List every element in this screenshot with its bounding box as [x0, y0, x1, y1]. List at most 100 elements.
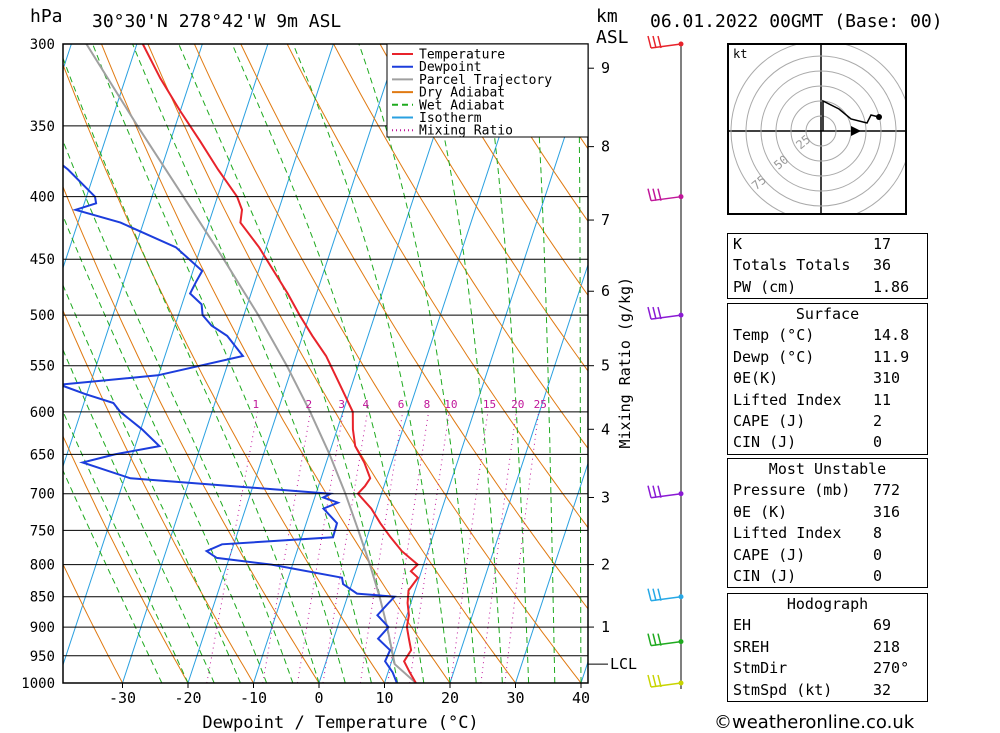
table-value: 14.8 [873, 326, 910, 345]
x-tick-label: 20 [441, 689, 459, 707]
wind-barb-point [678, 41, 684, 47]
isotherm-line [384, 64, 588, 683]
hodograph-ring [775, 85, 867, 177]
table-value: 36 [873, 256, 892, 275]
wet-adiabat-line [577, 44, 582, 683]
table-section-title: Most Unstable [768, 460, 887, 478]
pressure-level-label: 800 [30, 558, 55, 574]
hodograph-stats-table: Hodograph EH 69 SREH 218 StmDir 270° StmSpd (kt… [727, 593, 928, 702]
table-value: 270° [873, 659, 910, 678]
table-row: EH 69 [728, 615, 927, 636]
table-value: 11.9 [873, 347, 910, 366]
table-row: K 17 [728, 234, 927, 255]
table-row: CIN (J) 0 [728, 566, 927, 587]
table-value: 0 [873, 566, 883, 585]
legend-box [386, 43, 589, 138]
table-value: 772 [873, 481, 901, 500]
wind-barb-flag [657, 188, 662, 201]
wet-adiabat-line [63, 139, 294, 683]
wind-barb-flag [647, 633, 652, 646]
wind-barb [647, 188, 684, 202]
wind-barb-point [678, 194, 684, 200]
wind-barb-flag [652, 188, 657, 201]
km-tick-label: 9 [601, 59, 610, 77]
table-row: Dewp (°C) 11.9 [728, 347, 927, 368]
mixing-ratio-label: 2 [306, 398, 313, 411]
table-key: Totals Totals [733, 256, 851, 275]
legend-entry: Dry Adiabat [419, 86, 505, 101]
table-row: CAPE (J) 2 [728, 411, 927, 432]
hodograph-ring-label: 75 [749, 173, 769, 193]
wind-barb-flag [652, 35, 657, 49]
hodograph-ring-label: 25 [793, 132, 813, 152]
mixing-ratio-label: 3 [338, 398, 345, 411]
pressure-level-label: 300 [30, 37, 55, 53]
pressure-level-label: 650 [30, 447, 55, 463]
copyright-text: ©weatheronline.co.uk [714, 712, 915, 733]
mixing-ratio-label: 8 [424, 398, 431, 411]
km-tick-label: 4 [601, 420, 610, 438]
x-tick-label: -30 [109, 689, 136, 707]
wind-barb [647, 588, 684, 602]
dry-adiabat-line [63, 435, 189, 683]
pressure-level-label: 400 [30, 190, 55, 206]
pressure-level-label: 900 [30, 620, 55, 636]
mixing-ratio-label: 25 [534, 398, 547, 411]
isotherm-line [253, 44, 465, 683]
wind-barb-flag [657, 633, 662, 646]
table-value: 0 [873, 545, 883, 564]
wind-barb-flag [652, 588, 657, 601]
table-key: Pressure (mb) [733, 481, 851, 500]
x-tick-label: -10 [240, 689, 267, 707]
km-tick-label: 2 [601, 556, 610, 574]
pressure-level-label: 950 [30, 649, 55, 665]
wind-barb-flag [657, 588, 662, 601]
table-key: CIN (J) [733, 566, 797, 585]
mixing-ratio-label: 15 [483, 398, 496, 411]
isotherm-line [63, 44, 269, 667]
table-key: CAPE (J) [733, 411, 806, 430]
pressure-level-label: 550 [30, 359, 55, 375]
table-section-title: Hodograph [786, 595, 869, 613]
dry-adiabat-line [379, 44, 588, 372]
legend-entry: Dewpoint [419, 60, 482, 75]
pressure-level-label: 600 [30, 405, 55, 421]
wind-barb-point [678, 594, 684, 600]
wet-adiabat-line [132, 44, 372, 683]
table-row: SREH 218 [728, 637, 927, 658]
table-value: 11 [873, 390, 892, 409]
run-datetime: 06.01.2022 00GMT (Base: 00) [650, 11, 943, 32]
table-value: 1.86 [873, 277, 910, 296]
station-location: 30°30'N 278°42'W 9m ASL [92, 11, 342, 32]
dry-adiabat-line [333, 44, 588, 450]
hodograph-trace [822, 99, 880, 131]
pressure-level-label: 350 [30, 119, 55, 135]
pressure-level-label: 500 [30, 308, 55, 324]
table-row: Temp (°C) 14.8 [728, 325, 927, 346]
table-key: EH [733, 616, 752, 635]
mixing-ratio-axis-title: Mixing Ratio (g/kg) [616, 277, 634, 449]
km-tick-label: 8 [601, 138, 610, 156]
km-tick-label: 6 [601, 282, 610, 300]
table-row: StmDir 270° [728, 658, 927, 679]
temperature-profile-line [141, 44, 420, 683]
wind-barb-flag [657, 485, 662, 498]
mixing-ratio-line [450, 411, 489, 683]
table-row: StmSpd (kt) 32 [728, 680, 927, 701]
hodograph-panel: 25 50 75 kt [727, 40, 912, 222]
dry-adiabat-line [63, 185, 320, 683]
wind-barb [647, 306, 684, 320]
table-row: Pressure (mb) 772 [728, 480, 927, 501]
wind-barb-flag [652, 674, 657, 688]
dry-adiabat-line [426, 44, 588, 297]
table-row: Lifted Index 8 [728, 523, 927, 544]
km-unit-label: km [596, 6, 618, 27]
dry-adiabat-line [472, 44, 588, 223]
wind-barb-flag [647, 588, 652, 601]
table-row: PW (cm) 1.86 [728, 277, 927, 298]
table-key: StmSpd (kt) [733, 680, 833, 699]
table-value: 0 [873, 433, 883, 452]
table-key: Lifted Index [733, 524, 842, 543]
